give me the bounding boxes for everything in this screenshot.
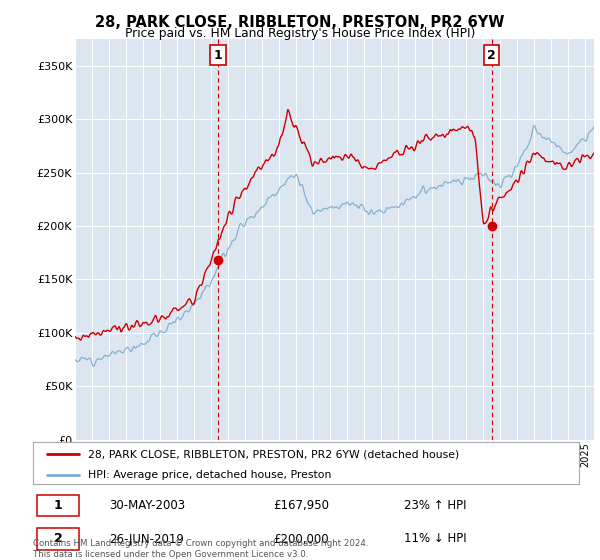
Text: 28, PARK CLOSE, RIBBLETON, PRESTON, PR2 6YW (detached house): 28, PARK CLOSE, RIBBLETON, PRESTON, PR2 … — [88, 449, 459, 459]
Text: £167,950: £167,950 — [273, 499, 329, 512]
Text: 1: 1 — [54, 499, 62, 512]
Text: 11% ↓ HPI: 11% ↓ HPI — [404, 533, 467, 545]
Text: 2: 2 — [54, 533, 62, 545]
Text: 2: 2 — [487, 49, 496, 62]
Text: HPI: Average price, detached house, Preston: HPI: Average price, detached house, Pres… — [88, 470, 331, 480]
Text: 28, PARK CLOSE, RIBBLETON, PRESTON, PR2 6YW: 28, PARK CLOSE, RIBBLETON, PRESTON, PR2 … — [95, 15, 505, 30]
Text: 30-MAY-2003: 30-MAY-2003 — [109, 499, 185, 512]
FancyBboxPatch shape — [37, 528, 79, 550]
Text: 23% ↑ HPI: 23% ↑ HPI — [404, 499, 467, 512]
Text: Contains HM Land Registry data © Crown copyright and database right 2024.
This d: Contains HM Land Registry data © Crown c… — [33, 539, 368, 559]
Text: 26-JUN-2019: 26-JUN-2019 — [109, 533, 184, 545]
Text: £200,000: £200,000 — [273, 533, 329, 545]
FancyBboxPatch shape — [37, 494, 79, 516]
Text: 1: 1 — [214, 49, 223, 62]
Text: Price paid vs. HM Land Registry's House Price Index (HPI): Price paid vs. HM Land Registry's House … — [125, 27, 475, 40]
